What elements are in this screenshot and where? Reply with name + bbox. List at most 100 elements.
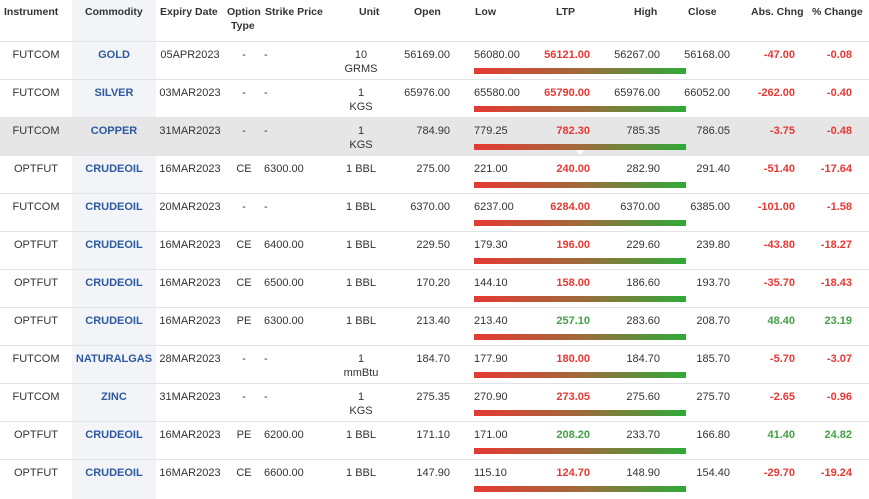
table-row[interactable]: OPTFUT CRUDEOIL 16MAR2023 CE 6600.00 147.90 11… (0, 459, 869, 497)
header-commodity[interactable]: Commodity (85, 6, 143, 18)
instrument-cell: FUTCOM (12, 49, 60, 61)
header-expiry-date[interactable]: Expiry Date (160, 6, 218, 18)
unit-cell: 1 BBL (346, 277, 376, 289)
high-cell: 283.60 (626, 315, 660, 327)
unit-cell: 1 BBL (346, 315, 376, 327)
header-instrument[interactable]: Instrument (4, 6, 59, 18)
table-row[interactable]: OPTFUT CRUDEOIL 16MAR2023 PE 6200.00 171.10 17… (0, 421, 869, 459)
unit-cell: 1 (357, 353, 365, 365)
option-type-cell: - (242, 125, 246, 137)
table-row[interactable]: FUTCOM GOLD 05APR2023 - - 56169.00 56080.00 562… (0, 41, 869, 79)
abs-change-cell: 41.40 (767, 429, 795, 441)
close-cell: 193.70 (696, 277, 730, 289)
close-cell: 786.05 (696, 125, 730, 137)
table-row[interactable]: FUTCOM SILVER 03MAR2023 - - 65976.00 65580.00 6… (0, 79, 869, 117)
option-type-cell: PE (236, 315, 252, 327)
header-option-type-line1[interactable]: Option (227, 6, 261, 18)
table-row[interactable]: OPTFUT CRUDEOIL 16MAR2023 CE 6400.00 229.50 17… (0, 231, 869, 269)
commodity-link[interactable]: CRUDEOIL (85, 467, 143, 479)
abs-change-cell: -29.70 (763, 467, 795, 479)
expiry-cell: 31MAR2023 (159, 125, 221, 137)
table-row[interactable]: FUTCOM ZINC 31MAR2023 - - 275.35 270.90 275.60 2… (0, 383, 869, 421)
instrument-cell: OPTFUT (14, 467, 58, 479)
instrument-cell: OPTFUT (14, 163, 58, 175)
option-type-cell: CE (236, 277, 252, 289)
commodity-link[interactable]: ZINC (101, 391, 127, 403)
header-low[interactable]: Low (475, 6, 496, 18)
commodity-link[interactable]: CRUDEOIL (85, 201, 143, 213)
table-row[interactable]: FUTCOM COPPER 31MAR2023 - - 784.90 779.25 785.3… (0, 117, 869, 155)
ltp-marker-icon (539, 264, 548, 269)
header-close[interactable]: Close (688, 6, 717, 18)
ltp-cell: 124.70 (556, 467, 590, 479)
ltp-marker-icon (567, 416, 576, 421)
commodity-link[interactable]: CRUDEOIL (85, 163, 143, 175)
header-ltp[interactable]: LTP (556, 6, 576, 18)
table-row[interactable]: OPTFUT CRUDEOIL 16MAR2023 CE 6500.00 170.20 14… (0, 269, 869, 307)
abs-change-cell: -101.00 (757, 201, 795, 213)
ltp-cell: 257.10 (556, 315, 590, 327)
header-strike-price[interactable]: Strike Price (265, 6, 323, 18)
open-cell: 56169.00 (404, 49, 450, 61)
expiry-cell: 20MAR2023 (159, 201, 221, 213)
abs-change-cell: -51.40 (763, 163, 795, 175)
low-cell: 56080.00 (474, 49, 520, 61)
header-option-type-line2[interactable]: Type (231, 20, 255, 32)
commodity-link[interactable]: CRUDEOIL (85, 429, 143, 441)
abs-change-cell: -5.70 (769, 353, 795, 365)
header-pct-change[interactable]: % Change (812, 6, 863, 18)
pct-change-cell: -1.58 (826, 201, 852, 213)
header-unit[interactable]: Unit (359, 6, 380, 18)
header-high[interactable]: High (634, 6, 658, 18)
low-cell: 115.10 (474, 467, 507, 479)
pct-change-cell: -0.08 (826, 49, 852, 61)
strike-price-cell: 6300.00 (264, 315, 304, 327)
unit-cell: 1 BBL (346, 239, 376, 251)
abs-change-cell: 48.40 (767, 315, 795, 327)
ltp-marker-icon (535, 188, 544, 193)
low-cell: 177.90 (474, 353, 508, 365)
option-type-cell: CE (236, 239, 252, 251)
commodity-column-background (72, 0, 156, 499)
header-abs-chng[interactable]: Abs. Chng (751, 6, 804, 18)
price-range-bar (474, 372, 686, 383)
commodity-link[interactable]: CRUDEOIL (85, 315, 143, 327)
instrument-cell: OPTFUT (14, 429, 58, 441)
unit-cell-line2: KGS (349, 101, 373, 113)
commodity-link[interactable]: GOLD (98, 49, 130, 61)
table-row[interactable]: OPTFUT CRUDEOIL 16MAR2023 CE 6300.00 275.00 22… (0, 155, 869, 193)
commodity-link[interactable]: NATURALGAS (75, 353, 153, 365)
high-cell: 56267.00 (614, 49, 660, 61)
unit-cell: 1 (357, 391, 365, 403)
price-range-bar (474, 144, 686, 155)
expiry-cell: 16MAR2023 (159, 277, 221, 289)
strike-price-cell: - (264, 391, 268, 403)
open-cell: 229.50 (416, 239, 450, 251)
open-cell: 275.00 (416, 163, 450, 175)
price-range-bar (474, 106, 686, 117)
table-row[interactable]: OPTFUT CRUDEOIL 16MAR2023 PE 6300.00 213.40 21… (0, 307, 869, 345)
table-row[interactable]: FUTCOM CRUDEOIL 20MAR2023 - - 6370.00 6237.00 6… (0, 193, 869, 231)
unit-cell: 1 (357, 87, 365, 99)
commodity-link[interactable]: CRUDEOIL (85, 239, 143, 251)
pct-change-cell: -0.40 (826, 87, 852, 99)
ltp-marker-icon (539, 302, 548, 307)
abs-change-cell: -2.65 (769, 391, 795, 403)
table-row[interactable]: FUTCOM NATURALGAS 28MAR2023 - - 184.70 177.90 1… (0, 345, 869, 383)
expiry-cell: 05APR2023 (160, 49, 220, 61)
commodity-link[interactable]: COPPER (90, 125, 138, 137)
commodity-link[interactable]: CRUDEOIL (85, 277, 143, 289)
ltp-cell: 208.20 (556, 429, 590, 441)
header-open[interactable]: Open (414, 6, 441, 18)
strike-price-cell: 6500.00 (264, 277, 304, 289)
high-cell: 184.70 (626, 353, 660, 365)
commodity-link[interactable]: SILVER (94, 87, 134, 99)
strike-price-cell: 6300.00 (264, 163, 304, 175)
pct-change-cell: -18.43 (820, 277, 852, 289)
low-cell: 65580.00 (474, 87, 520, 99)
low-cell: 270.90 (474, 391, 508, 403)
price-range-bar (474, 68, 686, 79)
ltp-marker-icon (601, 340, 610, 345)
high-cell: 148.90 (626, 467, 660, 479)
price-range-bar (474, 182, 686, 193)
